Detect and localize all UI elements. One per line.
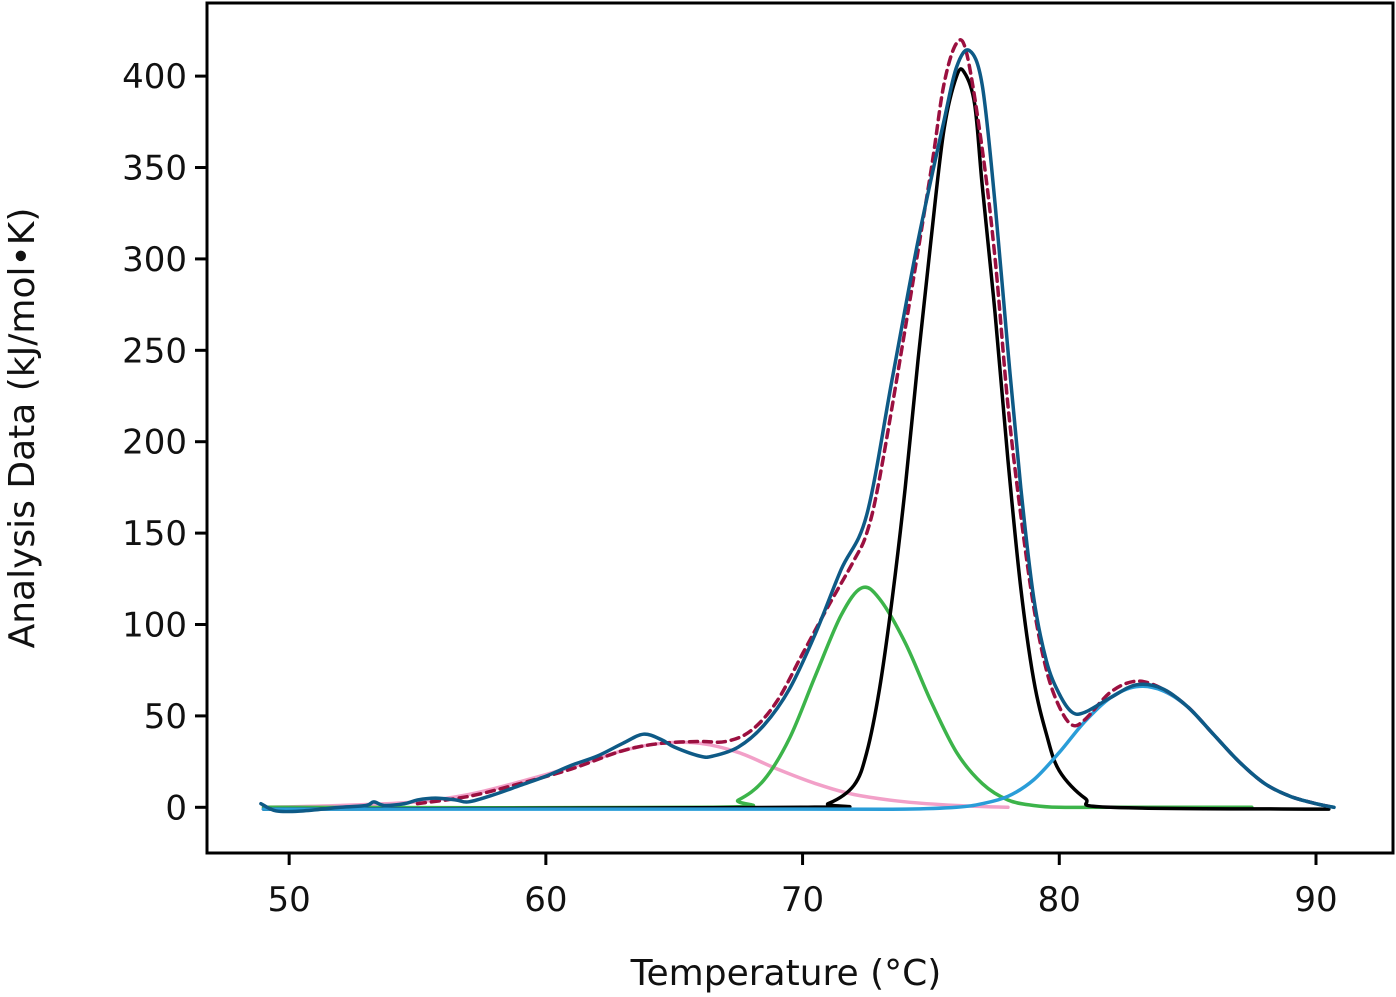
x-tick-label: 60 (524, 880, 567, 920)
series-line-4 (261, 684, 1336, 812)
y-tick-label: 150 (122, 514, 187, 554)
series-line-2 (261, 585, 1254, 810)
series-line-6 (259, 48, 1336, 814)
series-line-1 (261, 740, 1010, 810)
x-tick-label: 50 (268, 880, 311, 920)
series-line-5 (415, 38, 1336, 810)
y-axis-title: Analysis Data (kJ/mol•K) (2, 208, 43, 649)
y-tick-label: 350 (122, 149, 187, 189)
y-tick-label: 400 (122, 57, 187, 97)
x-axis-title: Temperature (°C) (630, 953, 942, 994)
y-tick-label: 200 (122, 423, 187, 463)
x-tick-label: 80 (1038, 880, 1081, 920)
y-tick-label: 50 (144, 697, 187, 737)
y-tick-label: 300 (122, 240, 187, 280)
plot-frame (205, 1, 1395, 855)
curves-layer (259, 38, 1336, 814)
series-line-3 (261, 67, 1331, 811)
y-tick-label: 100 (122, 606, 187, 646)
x-tick-label: 90 (1294, 880, 1337, 920)
x-axis: 50 60 70 80 90 (268, 853, 1338, 920)
y-tick-label: 0 (165, 788, 187, 828)
x-tick-label: 70 (781, 880, 824, 920)
y-axis: 0 50 100 150 200 250 300 350 400 (122, 57, 207, 828)
y-tick-label: 250 (122, 331, 187, 371)
